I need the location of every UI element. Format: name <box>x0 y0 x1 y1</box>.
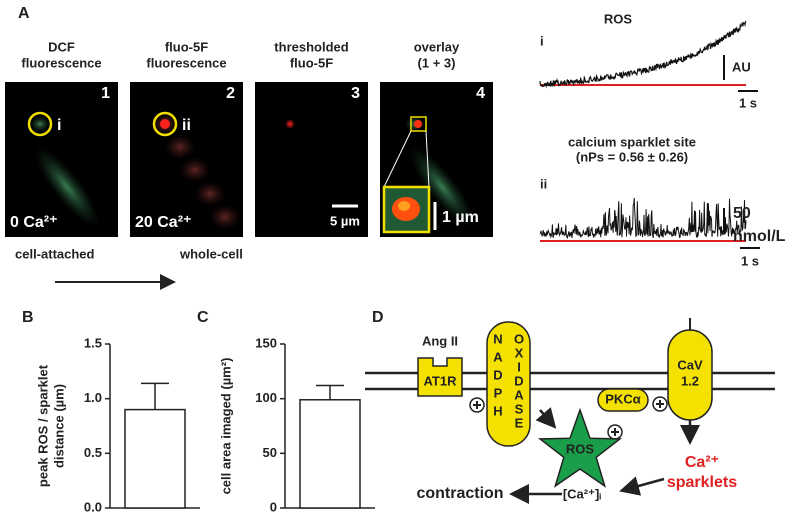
panel-label: A <box>18 5 30 22</box>
cell <box>194 181 226 207</box>
sparklets: Ca²⁺ <box>685 454 719 471</box>
trace-title: calcium sparklet site <box>568 134 696 149</box>
y-axis-label: cell area imaged (µm²) <box>218 358 233 495</box>
roi <box>27 111 53 137</box>
roi-label: ii <box>182 117 191 134</box>
sparklets: sparklets <box>667 474 737 491</box>
panel-label: C <box>197 309 209 326</box>
label: cell-attached <box>15 246 95 261</box>
channel: 1.2 <box>681 373 699 388</box>
enzyme-letter: D <box>493 367 502 382</box>
zoom <box>425 130 430 188</box>
enzyme-letter: D <box>514 373 523 388</box>
y-tick-label: 150 <box>255 335 277 350</box>
cell <box>30 116 50 132</box>
y-tick-label: 0.5 <box>84 445 102 460</box>
outcome: contraction <box>416 485 503 502</box>
trace <box>539 20 747 89</box>
roi <box>152 111 178 137</box>
image-title: DCF <box>48 39 75 54</box>
roi-label: i <box>57 117 61 134</box>
enzyme-letter: S <box>515 401 524 416</box>
image-title: fluo-5F <box>165 39 208 54</box>
y-axis-label: distance (µm) <box>51 384 66 468</box>
zoom <box>383 130 412 188</box>
scale-label: AU <box>732 59 751 74</box>
channel: CaV <box>677 357 703 372</box>
receptor: AT1R <box>424 373 458 388</box>
image-title: overlay <box>414 39 460 54</box>
label: whole-cell <box>179 246 243 261</box>
scale-label: 50 <box>733 205 751 222</box>
image-number: 2 <box>226 85 235 102</box>
y-tick-label: 1.5 <box>84 335 102 350</box>
trace-subtitle: (nPs = 0.56 ± 0.26) <box>576 149 688 164</box>
enzyme-letter: X <box>515 345 524 360</box>
trace-title: ROS <box>604 11 633 26</box>
scale-label: nmol/L <box>733 228 786 245</box>
spot <box>160 119 170 129</box>
cell <box>179 157 211 183</box>
enzyme-letter: E <box>515 415 524 430</box>
ligand: Ang II <box>422 333 458 348</box>
panel-label: B <box>22 309 34 326</box>
image-title: thresholded <box>274 39 348 54</box>
scale-label: 1 s <box>741 253 759 268</box>
y-tick-label: 50 <box>263 445 277 460</box>
cell <box>409 146 475 228</box>
y-tick-label: 100 <box>255 390 277 405</box>
image-number: 1 <box>101 85 110 102</box>
kinase: PKCα <box>605 391 640 406</box>
panel-d: D Ang II AT1R NADPHOXIDASENADPHOXIDASE P… <box>365 309 775 504</box>
y-tick-label: 0 <box>270 499 277 514</box>
image-label: 0 Ca²⁺ <box>10 214 58 231</box>
spot <box>285 119 295 129</box>
image-title: fluo-5F <box>290 55 333 70</box>
roi <box>410 116 427 132</box>
scale-label: 1 µm <box>442 209 479 226</box>
y-tick-label: 0.0 <box>84 499 102 514</box>
image <box>255 82 368 237</box>
bar <box>124 408 186 509</box>
panel-label: D <box>372 309 384 326</box>
cell <box>164 134 196 160</box>
image-title: fluorescence <box>21 55 101 70</box>
cell <box>209 204 241 230</box>
image-title: (1 + 3) <box>418 55 456 70</box>
image-title: fluorescence <box>146 55 226 70</box>
enzyme-letter: N <box>493 331 502 346</box>
trace-label: ii <box>540 176 547 191</box>
y-axis-label: peak ROS / sparklet <box>35 364 50 487</box>
trace-label: i <box>540 33 544 48</box>
image-number: 3 <box>351 85 360 102</box>
enzyme-letter: H <box>493 403 502 418</box>
cell <box>34 146 100 228</box>
scale-label: 1 s <box>739 95 757 110</box>
image-number: 4 <box>476 85 485 102</box>
calcium: [Ca²⁺]ᵢ <box>563 486 601 501</box>
enzyme-letter: A <box>514 387 524 402</box>
inset-spot <box>398 201 410 211</box>
enzyme-letter: O <box>514 331 524 346</box>
image-label: 20 Ca²⁺ <box>135 214 191 231</box>
bar <box>299 399 361 509</box>
enzyme-letter: I <box>517 359 521 374</box>
image <box>5 82 118 237</box>
spot <box>414 120 422 128</box>
enzyme-letter: A <box>493 349 503 364</box>
enzyme-letter: P <box>494 385 503 400</box>
trace <box>539 197 747 240</box>
scale-label: 5 µm <box>330 213 360 228</box>
y-tick-label: 1.0 <box>84 390 102 405</box>
ros: ROS <box>566 441 595 456</box>
